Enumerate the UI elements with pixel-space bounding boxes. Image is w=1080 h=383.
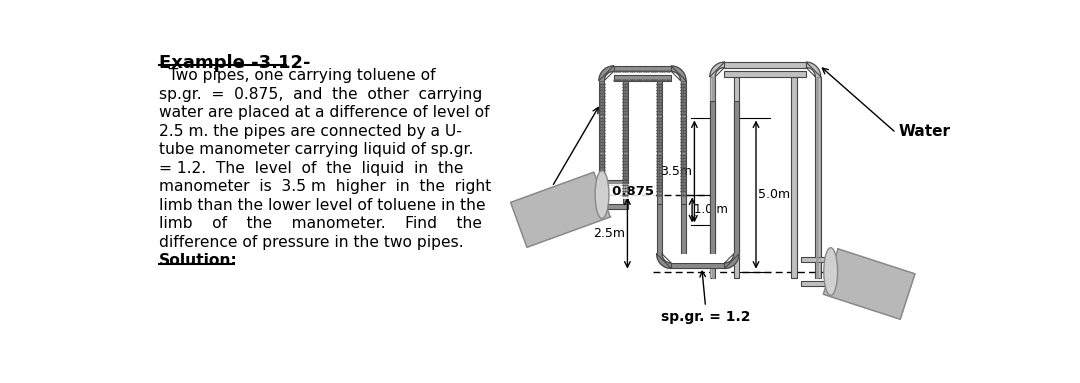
Bar — [725, 62, 806, 67]
Text: Example -3.12-: Example -3.12- — [159, 54, 311, 72]
Bar — [680, 204, 686, 254]
Bar — [613, 75, 672, 80]
Bar — [657, 80, 662, 204]
Text: 2.5 m. the pipes are connected by a U-: 2.5 m. the pipes are connected by a U- — [159, 124, 462, 139]
Text: 3.5m: 3.5m — [660, 165, 692, 178]
Text: B: B — [850, 262, 861, 278]
Polygon shape — [710, 62, 725, 77]
Ellipse shape — [824, 248, 838, 295]
Bar — [657, 204, 662, 254]
Text: difference of pressure in the two pipes.: difference of pressure in the two pipes. — [159, 235, 464, 250]
Text: manometer  is  3.5 m  higher  in  the  right: manometer is 3.5 m higher in the right — [159, 179, 491, 194]
Polygon shape — [657, 254, 672, 268]
Text: 2.5m: 2.5m — [593, 227, 625, 240]
Text: water are placed at a difference of level of: water are placed at a difference of leve… — [159, 105, 490, 120]
Polygon shape — [672, 66, 686, 80]
Bar — [710, 77, 715, 278]
Bar — [733, 77, 739, 278]
Text: = 1.2.  The  level  of  the  liquid  in  the: = 1.2. The level of the liquid in the — [159, 161, 463, 176]
Polygon shape — [806, 62, 821, 77]
Text: Solution:: Solution: — [159, 253, 238, 268]
Polygon shape — [823, 249, 915, 319]
Bar — [613, 66, 672, 71]
Text: 1.0 m: 1.0 m — [693, 203, 728, 216]
Bar — [607, 180, 629, 185]
Text: sp.gr. = 0.875: sp.gr. = 0.875 — [551, 185, 654, 198]
Bar — [733, 101, 739, 254]
Bar — [815, 77, 821, 278]
Ellipse shape — [595, 171, 609, 218]
Polygon shape — [725, 254, 739, 268]
Bar — [623, 80, 629, 204]
Text: sp.gr. = 1.2: sp.gr. = 1.2 — [661, 310, 751, 324]
Text: limb    of    the    manometer.    Find    the: limb of the manometer. Find the — [159, 216, 483, 231]
Text: limb than the lower level of toluene in the: limb than the lower level of toluene in … — [159, 198, 486, 213]
Polygon shape — [511, 172, 610, 247]
Bar — [725, 71, 806, 77]
Bar — [800, 281, 842, 286]
Bar — [672, 254, 725, 263]
Bar — [672, 263, 725, 268]
Polygon shape — [599, 66, 613, 80]
Bar — [599, 80, 605, 204]
Text: Two pipes, one carrying toluene of: Two pipes, one carrying toluene of — [159, 68, 436, 83]
Text: A: A — [569, 185, 581, 201]
Text: tube manometer carrying liquid of sp.gr.: tube manometer carrying liquid of sp.gr. — [159, 142, 474, 157]
Text: Water: Water — [899, 124, 950, 139]
Text: sp.gr.  =  0.875,  and  the  other  carrying: sp.gr. = 0.875, and the other carrying — [159, 87, 483, 102]
Bar — [680, 80, 686, 204]
Bar — [800, 257, 842, 262]
Bar — [792, 77, 797, 278]
Bar — [607, 204, 629, 209]
Text: 5.0m: 5.0m — [758, 188, 791, 201]
Bar — [710, 101, 715, 254]
